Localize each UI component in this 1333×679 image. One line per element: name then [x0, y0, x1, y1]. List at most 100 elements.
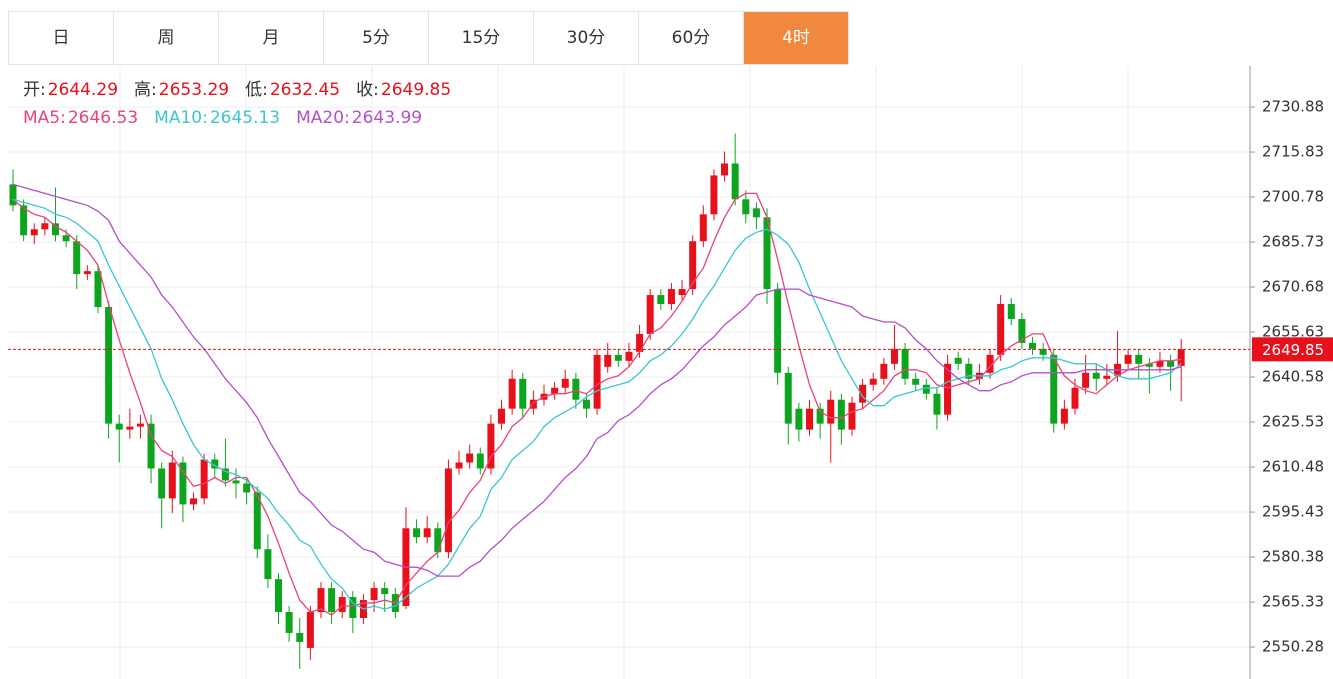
candle-body	[508, 378, 516, 409]
candle-body	[20, 205, 28, 236]
candle-body	[742, 199, 750, 215]
candle-body	[105, 307, 113, 424]
candle-body	[625, 351, 633, 361]
candle-body	[869, 378, 877, 385]
candle-body	[126, 426, 134, 430]
candle-body	[986, 354, 994, 373]
candle-body	[253, 492, 261, 550]
period-tab[interactable]: 4时	[744, 12, 849, 64]
ma-line	[12, 198, 1182, 610]
ohlc-value: 2649.85	[380, 80, 452, 100]
candle-body	[423, 528, 431, 538]
candle-body	[1145, 363, 1153, 367]
candle-body	[997, 304, 1005, 355]
ma-legend-value: 2646.53	[67, 108, 139, 128]
candle-body	[593, 354, 601, 409]
candle-body	[614, 354, 622, 361]
y-tick-label: 2685.73	[1262, 233, 1324, 251]
candle-body	[94, 271, 102, 308]
candle-body	[657, 295, 665, 305]
ohlc-value: 2653.29	[158, 80, 230, 100]
y-tick-label: 2610.48	[1262, 458, 1324, 476]
candle-body	[1060, 408, 1068, 424]
candle-body	[476, 453, 484, 469]
candle-body	[381, 588, 389, 595]
candle-body	[827, 399, 835, 424]
period-tab[interactable]: 5分	[324, 12, 429, 64]
candle-body	[370, 588, 378, 601]
candle-body	[444, 468, 452, 553]
period-tab[interactable]: 15分	[429, 12, 534, 64]
y-tick-label: 2580.38	[1262, 548, 1324, 566]
candle-body	[41, 223, 49, 230]
candle-body	[699, 214, 707, 242]
candle-body	[1103, 375, 1111, 379]
candle-body	[455, 462, 463, 469]
ohlc-value: 2644.29	[47, 80, 119, 100]
candle-body	[211, 459, 219, 469]
candle-body	[1039, 348, 1047, 355]
ma-row: MA5: 2646.53 MA10: 2645.13 MA20: 2643.99	[23, 104, 467, 132]
candle-body	[519, 378, 527, 409]
candle-body	[51, 223, 59, 236]
candle-body	[296, 632, 304, 642]
y-tick-label: 2670.68	[1262, 278, 1324, 296]
candle-body	[434, 528, 442, 553]
candle-body	[338, 597, 346, 613]
candle-body	[763, 217, 771, 290]
period-tab[interactable]: 月	[219, 12, 324, 64]
last-price-label: 2649.85	[1262, 341, 1324, 359]
candle-body	[890, 348, 898, 364]
candle-body	[1071, 387, 1079, 409]
candle-body	[859, 384, 867, 403]
info-header: 开: 2644.29 高: 2653.29 低: 2632.45 收: 2649.85 MA5…	[23, 76, 467, 132]
candle-body	[848, 402, 856, 430]
candle-body	[9, 184, 17, 206]
period-tab[interactable]: 周	[114, 12, 219, 64]
candle-body	[1177, 349, 1185, 366]
candle-body	[317, 588, 325, 613]
period-tab[interactable]: 日	[9, 12, 114, 64]
period-tab[interactable]: 60分	[639, 12, 744, 64]
candle-body	[806, 408, 813, 430]
candle-body	[529, 399, 537, 409]
candle-body	[551, 387, 559, 394]
ma-line	[12, 183, 1182, 577]
ma-legend-label: MA5:	[23, 108, 66, 128]
candle-body	[1007, 304, 1015, 319]
candle-body	[466, 453, 474, 463]
candle-body	[933, 393, 941, 415]
candle-body	[200, 459, 208, 499]
candle-body	[572, 378, 580, 400]
candle-body	[306, 612, 314, 648]
candle-body	[731, 163, 739, 200]
candle-body	[795, 408, 803, 430]
y-tick-label: 2625.53	[1262, 413, 1324, 431]
y-tick-label: 2700.78	[1262, 188, 1324, 206]
candle-body	[774, 289, 782, 373]
candle-body	[912, 378, 920, 385]
candle-body	[115, 423, 123, 430]
ohlc-row: 开: 2644.29 高: 2653.29 低: 2632.45 收: 2649.85	[23, 76, 467, 104]
candle-body	[837, 399, 845, 430]
ohlc-label: 高:	[134, 80, 157, 100]
y-tick-label: 2565.33	[1262, 593, 1324, 611]
candle-body	[158, 468, 166, 499]
period-tab[interactable]: 30分	[534, 12, 639, 64]
ma-legend-value: 2643.99	[351, 108, 423, 128]
candle-body	[498, 408, 506, 424]
candle-body	[636, 333, 644, 352]
candle-body	[678, 289, 686, 296]
ma-legend-value: 2645.13	[209, 108, 281, 128]
candle-body	[901, 348, 909, 379]
y-tick-label: 2640.58	[1262, 368, 1324, 386]
candle-body	[646, 295, 654, 334]
ma-legend-label: MA10:	[154, 108, 208, 128]
candle-body	[880, 363, 888, 379]
candle-body	[1156, 360, 1164, 367]
y-tick-label: 2655.63	[1262, 323, 1324, 341]
last-price-box	[1252, 337, 1333, 362]
candle-body	[190, 498, 198, 505]
